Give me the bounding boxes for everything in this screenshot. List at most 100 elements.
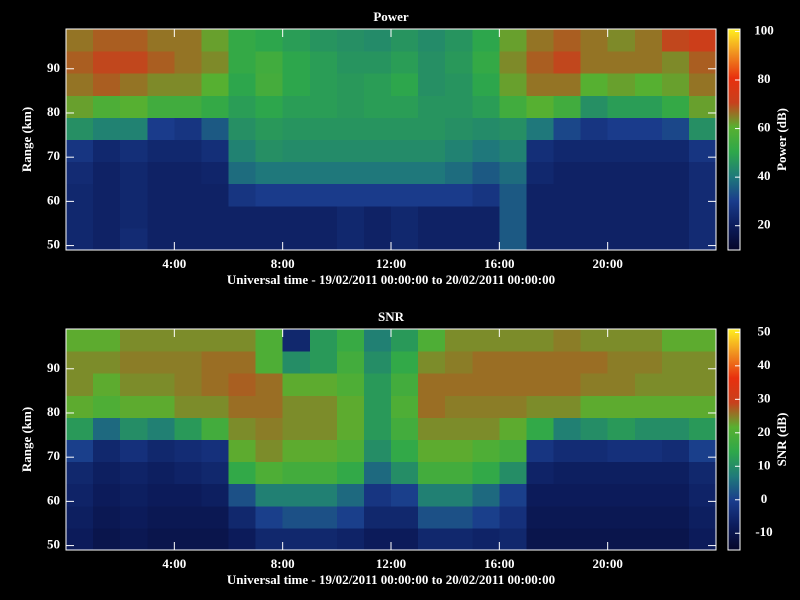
heatmap-cell [499,505,527,529]
heatmap-cell [363,205,392,229]
heatmap-cell [607,183,636,207]
heatmap-cell [445,51,473,74]
heatmap-cell [255,183,284,207]
heatmap-cell [661,205,690,229]
heatmap-cell [391,351,419,374]
heatmap-cell [336,505,365,529]
heatmap-cell [93,161,121,185]
heatmap-cell [472,527,500,551]
heatmap-cell [120,95,148,118]
heatmap-cell [66,51,94,74]
colorbar-tick-label: 20 [758,217,771,232]
heatmap-cell [472,483,500,507]
heatmap-cell [634,483,663,507]
heatmap-cell [309,183,338,207]
heatmap-cell [201,29,229,52]
heatmap-cell [201,351,229,374]
heatmap-cell [688,351,717,374]
heatmap-cell [66,29,94,52]
heatmap-cell [120,527,148,551]
heatmap-cell [255,483,284,507]
heatmap-cell [147,527,175,551]
heatmap-cell [553,483,582,507]
heatmap-cell [120,373,148,396]
heatmap-cell [363,527,392,551]
heatmap-cell [688,527,717,551]
heatmap-cell [201,51,229,74]
heatmap-cell [688,227,717,251]
colorbar-tick-label: 40 [758,357,771,372]
heatmap-cell [499,29,527,52]
heatmap-cell [93,95,121,118]
heatmap-cell [418,161,446,185]
heatmap-cell [147,417,175,440]
heatmap-cell [607,505,636,529]
heatmap-cell [282,161,311,185]
heatmap-cell [336,29,365,52]
heatmap-cell [201,117,229,140]
heatmap-cell [445,461,473,485]
heatmap-cell [201,329,229,352]
heatmap-cell [282,139,311,163]
colorbar-tick-label: 40 [758,168,771,183]
heatmap-cell [201,227,229,251]
heatmap-cell [445,73,473,96]
heatmap-cell [120,395,148,418]
heatmap-cell [255,439,284,463]
heatmap-cell [336,227,365,251]
y-tick-label: 90 [47,60,60,75]
heatmap-cell [661,483,690,507]
colorbar-tick-label: 10 [758,457,771,472]
heatmap-cell [526,227,554,251]
heatmap-cell [120,351,148,374]
y-tick-label: 60 [47,192,60,207]
heatmap-cell [553,329,582,352]
heatmap-cell [607,73,636,96]
heatmap-cell [228,29,257,52]
heatmap-cell [255,73,284,96]
heatmap-cell [688,373,717,396]
heatmap-cell [147,205,175,229]
heatmap-cell [336,183,365,207]
colorbar-tick-label: 0 [761,491,768,506]
y-tick-label: 70 [47,448,60,463]
heatmap-cell [661,95,690,118]
colorbar [727,328,741,551]
heatmap-cell [634,183,663,207]
heatmap-cell [553,461,582,485]
heatmap-cell [445,373,473,396]
heatmap-cell [634,161,663,185]
heatmap-cell [472,73,500,96]
heatmap-cell [688,139,717,163]
heatmap-cell [499,417,527,440]
colorbar-tick-label: 20 [758,424,771,439]
heatmap-cell [391,51,419,74]
colorbar-tick-label: 60 [758,120,771,135]
heatmap-cell [309,351,338,374]
heatmap-cell [418,227,446,251]
heatmap-cell [553,527,582,551]
heatmap-cell [282,439,311,463]
heatmap-cell [661,373,690,396]
heatmap-cell [391,505,419,529]
heatmap-cell [66,483,94,507]
heatmap-cell [526,527,554,551]
heatmap-cell [418,483,446,507]
heatmap-cell [499,329,527,352]
heatmap-cell [363,161,392,185]
heatmap-cell [174,461,202,485]
heatmap-cell [661,351,690,374]
heatmap-cell [526,29,554,52]
heatmap-cell [309,117,338,140]
heatmap-cell [553,373,582,396]
heatmap-cell [336,205,365,229]
x-tick-label: 16:00 [484,256,514,271]
heatmap-cell [228,373,257,396]
heatmap-cell [445,205,473,229]
heatmap-cell [336,373,365,396]
heatmap-cell [174,73,202,96]
heatmap-cell [607,373,636,396]
heatmap-cell [391,461,419,485]
heatmap-cell [688,205,717,229]
heatmap-cell [553,395,582,418]
